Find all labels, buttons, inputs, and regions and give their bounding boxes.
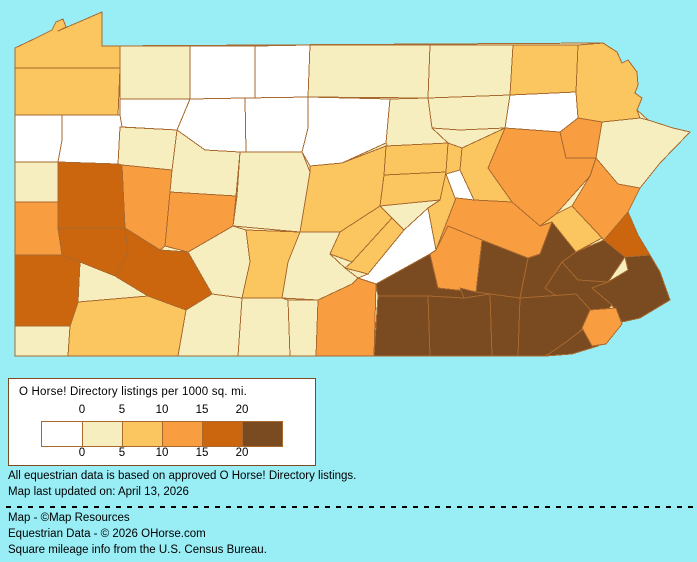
ticks-bottom-label-10: 10 [155, 447, 169, 459]
ticks-bottom-label-0: 0 [78, 447, 86, 459]
ticks-top-label-0: 0 [78, 404, 86, 416]
county-bucks: Bucks [591, 254, 671, 323]
pennsylvania-county-map: ErieCrawfordWarrenMcKeanPotterTiogaBradf… [14, 11, 691, 357]
county-washington: Washington [14, 254, 81, 327]
ticks-top-label-20: 20 [235, 404, 249, 416]
credit-square-mileage: Square mileage info from the U.S. Census… [8, 544, 267, 556]
county-adams: Adams [373, 295, 431, 357]
note-last-updated: Map last updated on: April 13, 2026 [8, 486, 189, 498]
county-union: Union [383, 142, 449, 176]
county-lancaster: Lancaster [459, 287, 521, 357]
county-beaver: Beaver [14, 201, 63, 256]
ticks-bottom-label-15: 15 [195, 447, 209, 459]
ticks-bottom-label-5: 5 [118, 447, 126, 459]
county-potter: Potter [254, 44, 311, 99]
legend-swatch-4 [202, 422, 242, 446]
county-luzerne: Luzerne [487, 127, 597, 227]
county-fulton: Fulton [287, 299, 319, 357]
credit-map-resources: Map - ©Map Resources [8, 512, 130, 524]
county-clearfield: Clearfield [232, 151, 311, 233]
county-mercer: Mercer [14, 114, 63, 163]
county-tioga: Tioga [307, 44, 431, 99]
county-clarion: Clarion [117, 126, 178, 171]
ticks-top-label-5: 5 [118, 404, 126, 416]
county-philadelphia: Philadelphia [581, 307, 623, 347]
county-venango: Venango [57, 114, 123, 165]
ticks-bottom-label-20: 20 [235, 447, 249, 459]
county-susquehanna: Susquehanna [509, 44, 579, 96]
county-sullivan: Sullivan [427, 94, 511, 131]
county-butler: Butler [57, 161, 126, 229]
legend-swatch-1 [82, 422, 122, 446]
county-crawford: Crawford [14, 67, 121, 116]
legend-swatch-0 [42, 422, 82, 446]
legend-swatch-3 [162, 422, 202, 446]
county-bradford: Bradford [427, 44, 514, 99]
county-wayne: Wayne [575, 42, 643, 123]
note-data-source: All equestrian data is based on approved… [8, 470, 357, 482]
legend-box: O Horse! Directory listings per 1000 sq.… [8, 378, 316, 466]
county-fayette: Fayette [67, 295, 187, 357]
dashed-separator [6, 506, 694, 508]
legend-ticks-bottom: 0 5 10 15 20 [9, 447, 315, 461]
county-greene: Greene [14, 325, 71, 357]
legend-title: O Horse! Directory listings per 1000 sq.… [19, 386, 248, 398]
county-york: York [427, 293, 493, 357]
legend-color-ramp [41, 421, 283, 447]
county-cameron: Cameron [244, 96, 311, 153]
county-lawrence: Lawrence [14, 161, 59, 203]
credit-equestrian-data: Equestrian Data - © 2026 OHorse.com [8, 528, 206, 540]
legend-ticks-top: 0 5 10 15 20 [9, 404, 315, 418]
legend-swatch-2 [122, 422, 162, 446]
ticks-top-label-10: 10 [155, 404, 169, 416]
county-warren: Warren [119, 45, 191, 100]
legend-swatch-5 [242, 422, 282, 446]
county-mckean: McKean [189, 45, 256, 100]
county-bedford: Bedford [237, 297, 291, 357]
ticks-top-label-15: 15 [195, 404, 209, 416]
county-erie: Erie [14, 11, 121, 69]
